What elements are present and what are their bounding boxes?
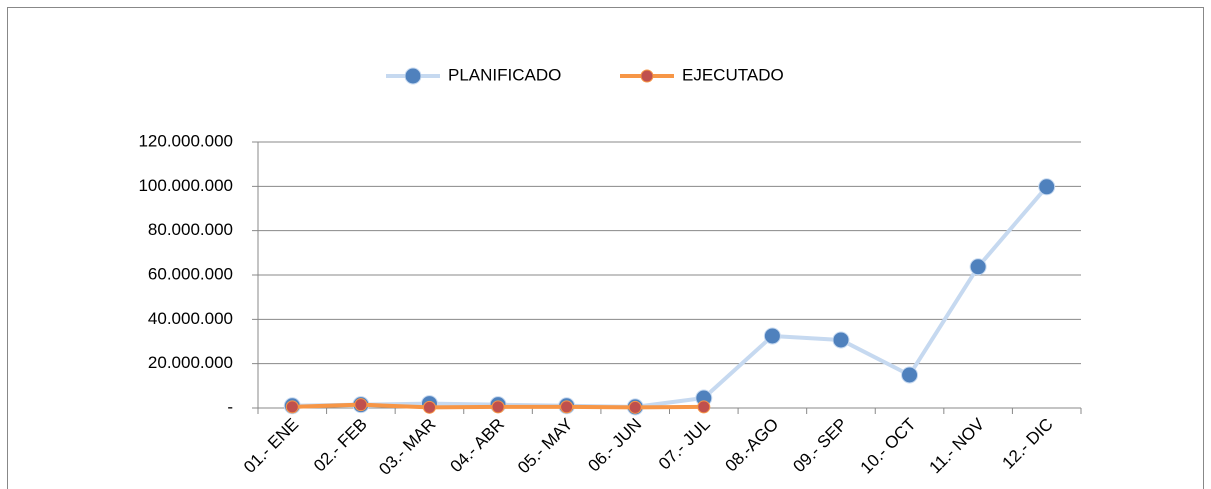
y-tick-label: 100.000.000 — [138, 176, 233, 195]
data-point — [1038, 178, 1056, 196]
y-tick-label: 80.000.000 — [148, 220, 233, 239]
y-tick-label: 120.000.000 — [138, 131, 233, 150]
data-point — [354, 398, 368, 412]
legend-marker — [640, 69, 654, 83]
data-point — [491, 400, 505, 414]
y-tick-label: 60.000.000 — [148, 264, 233, 283]
chart-frame — [7, 7, 1204, 489]
data-point — [422, 400, 436, 414]
data-point — [628, 400, 642, 414]
y-tick-label: - — [227, 397, 233, 416]
y-tick-label: 40.000.000 — [148, 309, 233, 328]
data-point — [697, 400, 711, 414]
legend-marker — [404, 67, 422, 85]
data-point — [832, 331, 850, 349]
legend-label: PLANIFICADO — [448, 65, 561, 84]
data-point — [901, 366, 919, 384]
data-point — [763, 327, 781, 345]
data-point — [969, 258, 987, 276]
series-line — [292, 185, 1049, 409]
data-point — [560, 400, 574, 414]
legend-label: EJECUTADO — [682, 65, 784, 84]
data-point — [285, 400, 299, 414]
y-tick-label: 20.000.000 — [148, 353, 233, 372]
